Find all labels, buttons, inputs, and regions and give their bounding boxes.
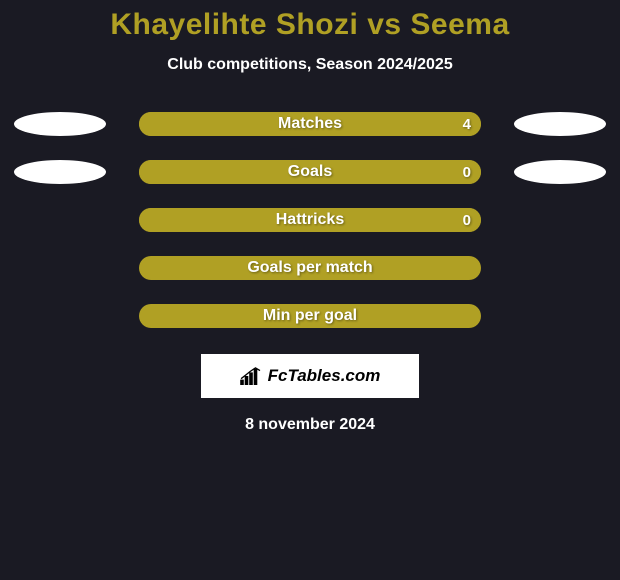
- subtitle: Club competitions, Season 2024/2025: [0, 56, 620, 74]
- stat-label: Goals: [288, 163, 332, 181]
- player-ellipse-left: [14, 160, 106, 184]
- bars-chart-icon: [240, 367, 262, 385]
- page-title: Khayelihte Shozi vs Seema: [0, 8, 620, 42]
- brand-text: FcTables.com: [268, 366, 381, 386]
- stat-rows: Matches 4 Goals 0 Hattricks 0 Goals per match M…: [0, 112, 620, 328]
- stat-row: Min per goal: [0, 304, 620, 328]
- stat-value: 0: [463, 212, 471, 229]
- brand-box: FcTables.com: [201, 354, 419, 398]
- stat-row: Matches 4: [0, 112, 620, 136]
- stat-row: Goals per match: [0, 256, 620, 280]
- stat-row: Hattricks 0: [0, 208, 620, 232]
- stat-value: 0: [463, 164, 471, 181]
- stat-label: Hattricks: [276, 211, 344, 229]
- stat-label: Min per goal: [263, 307, 357, 325]
- stat-bar: Goals per match: [139, 256, 481, 280]
- stat-row: Goals 0: [0, 160, 620, 184]
- player-ellipse-right: [514, 160, 606, 184]
- player-ellipse-left: [14, 112, 106, 136]
- date-text: 8 november 2024: [0, 416, 620, 434]
- stat-bar: Hattricks 0: [139, 208, 481, 232]
- stat-bar: Min per goal: [139, 304, 481, 328]
- player-ellipse-right: [514, 112, 606, 136]
- stat-value: 4: [463, 116, 471, 133]
- stat-label: Goals per match: [247, 259, 372, 277]
- stat-bar: Matches 4: [139, 112, 481, 136]
- stat-bar: Goals 0: [139, 160, 481, 184]
- stat-label: Matches: [278, 115, 342, 133]
- comparison-card: Khayelihte Shozi vs Seema Club competiti…: [0, 0, 620, 434]
